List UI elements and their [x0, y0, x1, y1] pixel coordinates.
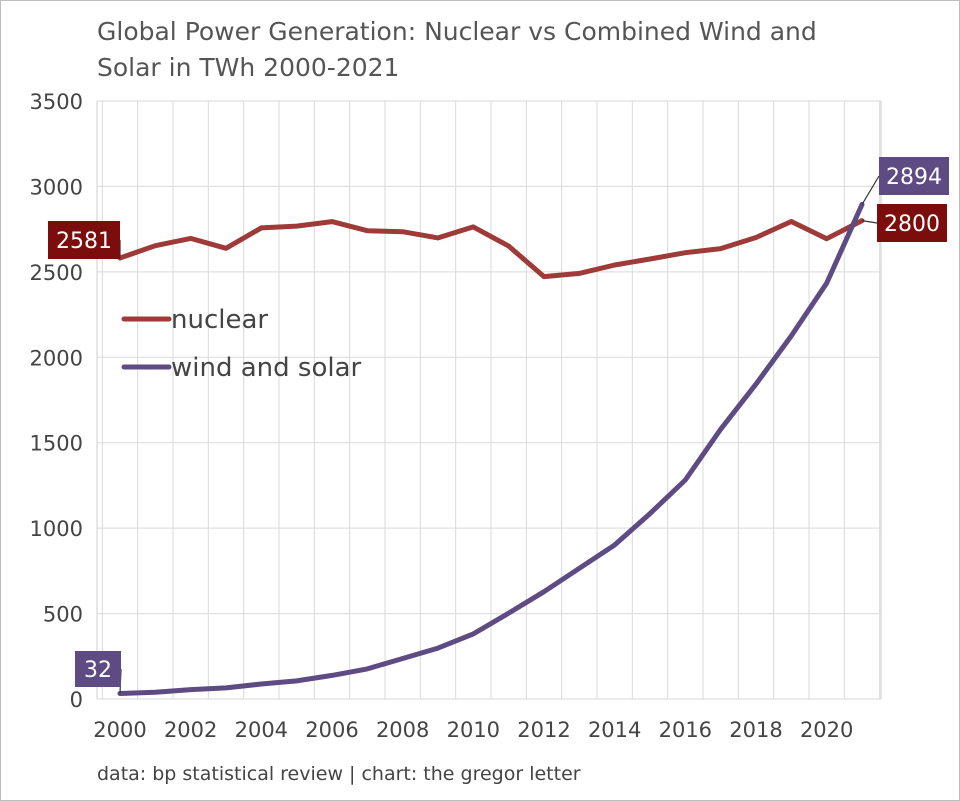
x-tick-label: 2014: [588, 718, 641, 742]
x-tick-label: 2020: [800, 718, 853, 742]
annotation-layer: 2581 2800 32 2894: [48, 157, 949, 694]
callout-leader-line: [861, 220, 878, 224]
x-tick-label: 2016: [659, 718, 712, 742]
x-tick-label: 2004: [235, 718, 288, 742]
callout-box: [877, 204, 947, 242]
y-tick-label: 1000: [30, 517, 83, 541]
callout-box: [48, 221, 120, 259]
x-tick-label: 2010: [447, 718, 500, 742]
legend: nuclear wind and solar: [121, 305, 362, 383]
callout-leader-line: [861, 175, 880, 205]
callout-label: 2894: [886, 165, 942, 190]
chart-title-line-2: Solar in TWh 2000-2021: [97, 53, 399, 82]
x-tick-label: 2000: [93, 718, 146, 742]
x-tick-label: 2002: [164, 718, 217, 742]
series-line-nuclear: [117, 218, 865, 280]
y-tick-label: 2500: [30, 261, 83, 285]
callout-label: 2800: [884, 212, 940, 237]
x-tick-label: 2008: [376, 718, 429, 742]
callout-label: 32: [84, 658, 112, 683]
series-layer: [117, 202, 865, 696]
x-tick-label: 2018: [729, 718, 782, 742]
x-tick-label: 2006: [305, 718, 358, 742]
y-tick-label: 1500: [30, 432, 83, 456]
source-note: data: bp statistical review | chart: the…: [97, 763, 581, 785]
callout-box: [75, 651, 121, 687]
y-tick-label: 3000: [30, 175, 83, 199]
chart-title-line-1: Global Power Generation: Nuclear vs Comb…: [97, 17, 817, 46]
y-tick-label: 2000: [30, 346, 83, 370]
y-tick-label: 3500: [30, 90, 83, 114]
callout-label: 2581: [56, 229, 112, 254]
legend-label: nuclear: [171, 305, 268, 335]
x-tick-label: 2012: [517, 718, 570, 742]
series-line-wind-and-solar: [117, 202, 865, 696]
y-axis-ticks: 0 500 1000 1500 2000 2500 3000 3500: [30, 90, 83, 712]
y-tick-label: 500: [43, 603, 83, 627]
legend-label: wind and solar: [171, 353, 362, 383]
callout-box: [879, 157, 949, 195]
grid-layer: [96, 100, 882, 700]
x-axis-ticks: 2000 2002 2004 2006 2008 2010 2012 2014 2016 2018…: [93, 718, 853, 742]
y-tick-label: 0: [70, 688, 83, 712]
